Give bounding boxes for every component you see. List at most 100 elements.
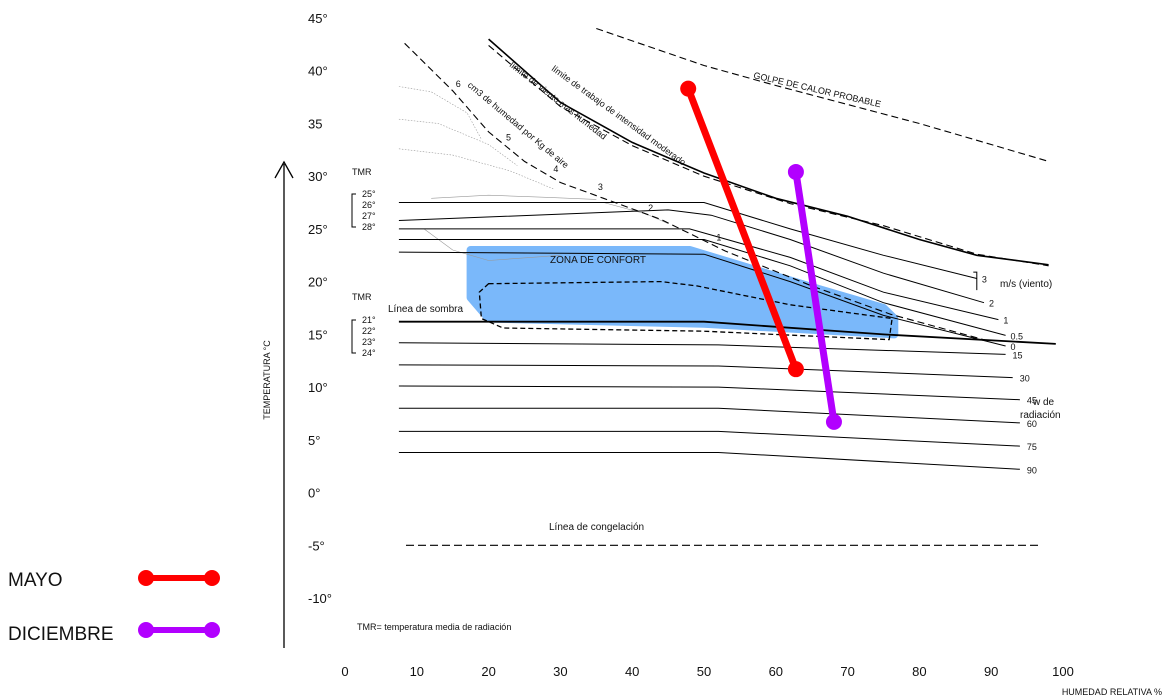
radiation-label-line1: w de: [1032, 397, 1055, 408]
footnote: TMR= temperatura media de radiación: [357, 622, 511, 632]
radiation-curve: [398, 452, 1020, 470]
ylabel: TEMPERATURA °C: [262, 340, 272, 420]
humidity-value-label: 3: [598, 182, 603, 192]
wind-curve: [398, 239, 1006, 336]
faint-curve: [431, 194, 597, 200]
series-point: [787, 163, 804, 180]
wind-curves-label: m/s (viento): [1000, 279, 1052, 290]
legend-marker-diciembre-end: [204, 622, 220, 638]
series-line: [792, 168, 838, 426]
series-point: [680, 80, 697, 97]
y-tick-label: 30°: [308, 169, 328, 184]
tmr-upper-bracket: [351, 193, 356, 228]
legend-label-mayo: MAYO: [8, 570, 63, 591]
humidity-value-label: 5: [506, 133, 511, 143]
legend: MAYO DICIEMBRE: [8, 570, 220, 645]
y-tick-label: 20°: [308, 275, 328, 290]
y-tick-label: 15°: [308, 327, 328, 342]
humidity-value-label: 2: [648, 203, 653, 213]
x-tick-label: 20: [481, 664, 495, 679]
wind-value-label: 0: [1011, 342, 1016, 352]
radiation-value-label: 75: [1027, 442, 1037, 452]
freeze-line-label: Línea de congelación: [549, 522, 644, 533]
radiation-curve: [398, 430, 1020, 447]
x-tick-label: 60: [769, 664, 783, 679]
wind-curve: [398, 251, 1006, 347]
tmr-lower-value: 24°: [362, 348, 376, 358]
chart-generated-layer: 3210.5015304560759065432125°26°27°28°21°…: [308, 11, 1074, 679]
x-tick-label: 50: [697, 664, 711, 679]
series-point: [787, 361, 804, 378]
heat-stroke-label: GOLPE DE CALOR PROBABLE: [753, 70, 882, 109]
radiation-label-line2: radiación: [1020, 410, 1061, 421]
radiation-value-label: 45: [1027, 396, 1037, 406]
humidity-value-label: 6: [456, 79, 461, 89]
x-tick-label: 80: [912, 664, 926, 679]
tmr-upper-value: 26°: [362, 200, 376, 210]
humidity-line: [404, 42, 992, 343]
x-tick-label: 0: [341, 664, 348, 679]
tmr-lower-value: 21°: [362, 315, 376, 325]
radiation-curve: [398, 342, 1006, 355]
radiation-curve: [398, 385, 1020, 401]
legend-label-diciembre: DICIEMBRE: [8, 624, 114, 645]
faint-curve: [603, 202, 669, 224]
radiation-value-label: 90: [1027, 465, 1037, 475]
xlabel: HUMEDAD RELATIVA %: [1062, 687, 1162, 697]
x-tick-label: 10: [410, 664, 424, 679]
shade-line: [398, 320, 1056, 345]
y-tick-label: 25°: [308, 222, 328, 237]
boundary-line: [596, 27, 1049, 162]
x-tick-label: 90: [984, 664, 998, 679]
wind-value-label: 0.5: [1011, 331, 1024, 341]
wind-value-label: 3: [982, 274, 987, 284]
legend-marker-diciembre-start: [138, 622, 154, 638]
comfort-zone-layer: [466, 246, 899, 341]
tmr-lower-bracket: [351, 319, 356, 354]
radiation-curve: [398, 364, 1013, 379]
tmr-upper-value: 27°: [362, 211, 376, 221]
wind-value-label: 2: [989, 299, 994, 309]
series-line: [684, 85, 800, 373]
tmr-upper-value: 25°: [362, 189, 376, 199]
tmr-lower-title: TMR: [352, 292, 372, 302]
comfort-zone-area: [466, 246, 899, 339]
y-tick-label: -5°: [308, 538, 325, 553]
humidity-value-label: 4: [553, 164, 558, 174]
humidity-value-label: 1: [716, 233, 721, 243]
y-tick-label: 10°: [308, 380, 328, 395]
y-tick-label: -10°: [308, 591, 332, 606]
wind-curve: [398, 202, 977, 279]
y-tick-label: 0°: [308, 486, 320, 501]
y-axis-arrowhead: [274, 160, 294, 179]
faint-curve: [398, 148, 554, 190]
radiation-value-label: 60: [1027, 419, 1037, 429]
radiation-value-label: 15: [1013, 350, 1023, 360]
boundary-line: [488, 38, 1049, 266]
wind-value-label: 1: [1003, 316, 1008, 326]
legend-marker-mayo-end: [204, 570, 220, 586]
legend-marker-mayo-start: [138, 570, 154, 586]
wind-curve: [398, 228, 999, 321]
series-point: [825, 413, 842, 430]
y-tick-label: 40°: [308, 64, 328, 79]
tmr-upper-title: TMR: [352, 167, 372, 177]
chart-lines-layer: [274, 27, 1056, 648]
comfort-zone-label: ZONA DE CONFORT: [550, 255, 646, 266]
shade-line-label: Línea de sombra: [388, 304, 463, 315]
x-tick-label: 40: [625, 664, 639, 679]
x-tick-label: 70: [840, 664, 854, 679]
y-tick-label: 45°: [308, 11, 328, 26]
tmr-lower-value: 22°: [362, 326, 376, 336]
wind-curve: [398, 209, 985, 304]
boundary-line: [488, 44, 1049, 267]
faint-curve: [398, 118, 518, 166]
tmr-upper-value: 28°: [362, 222, 376, 232]
wind-bracket: [973, 271, 978, 291]
radiation-curve: [398, 407, 1020, 424]
x-tick-label: 30: [553, 664, 567, 679]
faint-curve: [398, 86, 482, 140]
y-tick-label: 35: [308, 116, 322, 131]
comfort-zone-inner-boundary: [478, 280, 893, 341]
